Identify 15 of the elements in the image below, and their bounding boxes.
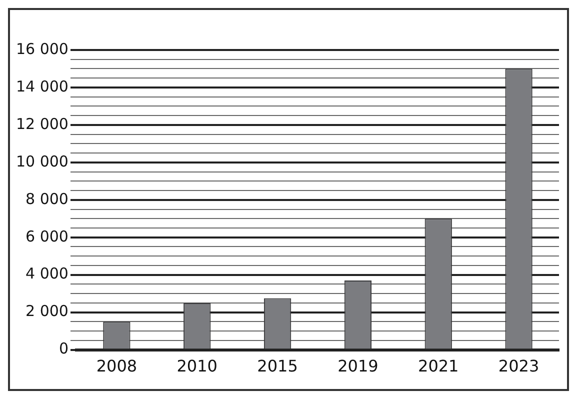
y-tick-label: 6 000	[26, 227, 68, 246]
y-tick-label: 10 000	[16, 152, 68, 170]
y-tick-label: 4 000	[26, 264, 68, 283]
x-tick-label: 2008	[96, 356, 138, 376]
y-tick-label: 12 000	[16, 114, 68, 133]
y-tick-label: 8 000	[26, 190, 68, 208]
y-tick-label: 16 000	[16, 40, 68, 58]
y-tick-label: 14 000	[16, 77, 68, 96]
x-tick-label: 2023	[498, 356, 540, 376]
x-tick-label: 2019	[338, 356, 378, 376]
y-tick-label: 0	[58, 340, 68, 358]
x-tick-label: 2010	[176, 356, 218, 376]
x-tick-label: 2021	[418, 356, 459, 376]
y-tick-label: 2 000	[26, 302, 68, 320]
x-tick-label: 2015	[257, 356, 298, 376]
